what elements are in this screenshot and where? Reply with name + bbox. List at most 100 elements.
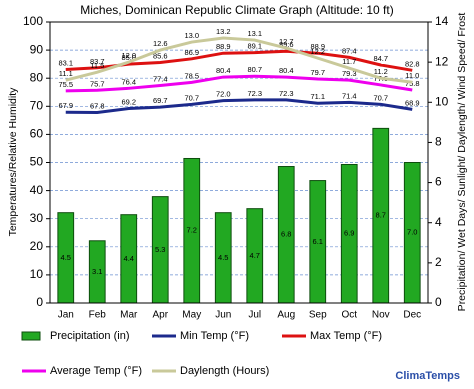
legend-label: Daylength (Hours) [180,365,269,377]
point-label: 70.7 [184,93,199,102]
y-tick-label: 80 [30,70,44,84]
brand: ClimaTemps [395,370,460,382]
y-axis-title: Temperatures/Relative Humidity [7,87,19,237]
x-tick-label: Dec [403,310,421,321]
point-label: 77.4 [153,74,168,83]
y2-tick-label: 0 [435,295,442,309]
series-line [65,49,413,72]
bar-label: 3.1 [92,267,102,276]
point-label: 11.0 [405,71,419,80]
point-label: 79.3 [342,69,357,78]
x-tick-label: Sep [309,310,327,321]
point-label: 69.2 [121,98,136,107]
bar-label: 4.5 [61,253,71,262]
x-tick-label: Oct [341,310,357,321]
point-label: 83.7 [90,57,105,66]
point-label: 76.4 [121,77,136,86]
point-label: 69.7 [153,96,168,105]
y2-tick-label: 4 [435,215,442,229]
point-label: 85.6 [153,51,168,60]
legend-label: Max Temp (°F) [310,330,382,342]
point-label: 70.7 [373,93,388,102]
point-label: 67.9 [58,101,73,110]
point-label: 68.9 [405,98,420,107]
point-label: 85.0 [121,53,136,62]
y-tick-label: 90 [30,42,44,56]
y2-tick-label: 8 [435,135,442,149]
bar-label: 7.2 [187,226,197,235]
x-tick-label: Feb [89,310,107,321]
series-line [65,98,413,114]
point-label: 72.3 [279,89,294,98]
y-tick-label: 50 [30,155,44,169]
legend-swatch [21,331,41,341]
point-label: 75.7 [90,79,105,88]
point-label: 75.5 [58,80,73,89]
point-label: 79.7 [310,68,325,77]
y2-tick-label: 10 [435,94,449,108]
y2-tick-label: 14 [435,14,449,28]
x-tick-label: Jul [248,310,261,321]
legend-label: Min Temp (°F) [180,330,249,342]
series-line [65,36,413,84]
bar-label: 8.7 [376,211,386,220]
legend-label: Average Temp (°F) [50,365,142,377]
legend-label: Precipitation (in) [50,330,129,342]
point-label: 83.1 [58,58,73,67]
point-label: 12.0 [121,51,136,60]
point-label: 72.3 [247,89,262,98]
y2-axis-title: Precipitation/ Wet Days/ Sunlight/ Dayle… [456,13,468,312]
point-label: 82.8 [405,59,420,68]
point-label: 13.0 [184,31,199,40]
y-tick-label: 60 [30,127,44,141]
point-label: 84.7 [373,54,388,63]
y2-tick-label: 12 [435,54,449,68]
y2-tick-label: 2 [435,255,442,269]
plot-frame [49,21,429,304]
x-tick-label: Apr [152,310,168,321]
bar-label: 6.8 [281,230,291,239]
bar-label: 6.9 [344,229,354,238]
x-tick-label: Aug [277,310,295,321]
bar-label: 7.0 [407,228,417,237]
x-tick-label: May [182,310,201,321]
point-label: 13.2 [216,27,231,36]
point-label: 89.6 [279,40,294,49]
y-tick-label: 100 [23,14,43,28]
x-tick-label: Mar [120,310,138,321]
bar-label: 4.5 [218,253,228,262]
x-tick-label: Jun [215,310,231,321]
point-label: 11.7 [342,57,356,66]
point-label: 72.0 [216,90,231,99]
series-line [65,74,413,93]
point-label: 88.9 [310,42,325,51]
chart-title: Miches, Dominican Republic Climate Graph… [80,3,393,17]
y2-tick-label: 6 [435,175,442,189]
point-label: 78.5 [184,71,199,80]
point-label: 67.8 [90,101,105,110]
point-label: 89.1 [247,42,262,51]
y-tick-label: 30 [30,211,44,225]
point-label: 80.4 [216,66,231,75]
y-tick-label: 70 [30,98,44,112]
point-label: 11.2 [374,67,388,76]
y-tick-label: 20 [30,239,44,253]
point-label: 80.7 [247,65,262,74]
x-tick-label: Jan [58,310,74,321]
point-label: 87.4 [342,46,357,55]
bar-label: 4.4 [124,254,134,263]
point-label: 12.7 [279,37,294,46]
point-label: 75.8 [405,79,420,88]
point-label: 12.2 [310,47,325,56]
point-label: 88.9 [216,42,231,51]
point-label: 71.1 [310,92,325,101]
bar-label: 5.3 [155,245,165,254]
bar-label: 6.1 [313,237,323,246]
point-label: 86.9 [184,48,199,57]
point-label: 80.4 [279,66,294,75]
point-label: 71.4 [342,91,357,100]
bar-label: 4.7 [250,251,260,260]
point-label: 12.6 [153,39,168,48]
y-tick-label: 40 [30,183,44,197]
